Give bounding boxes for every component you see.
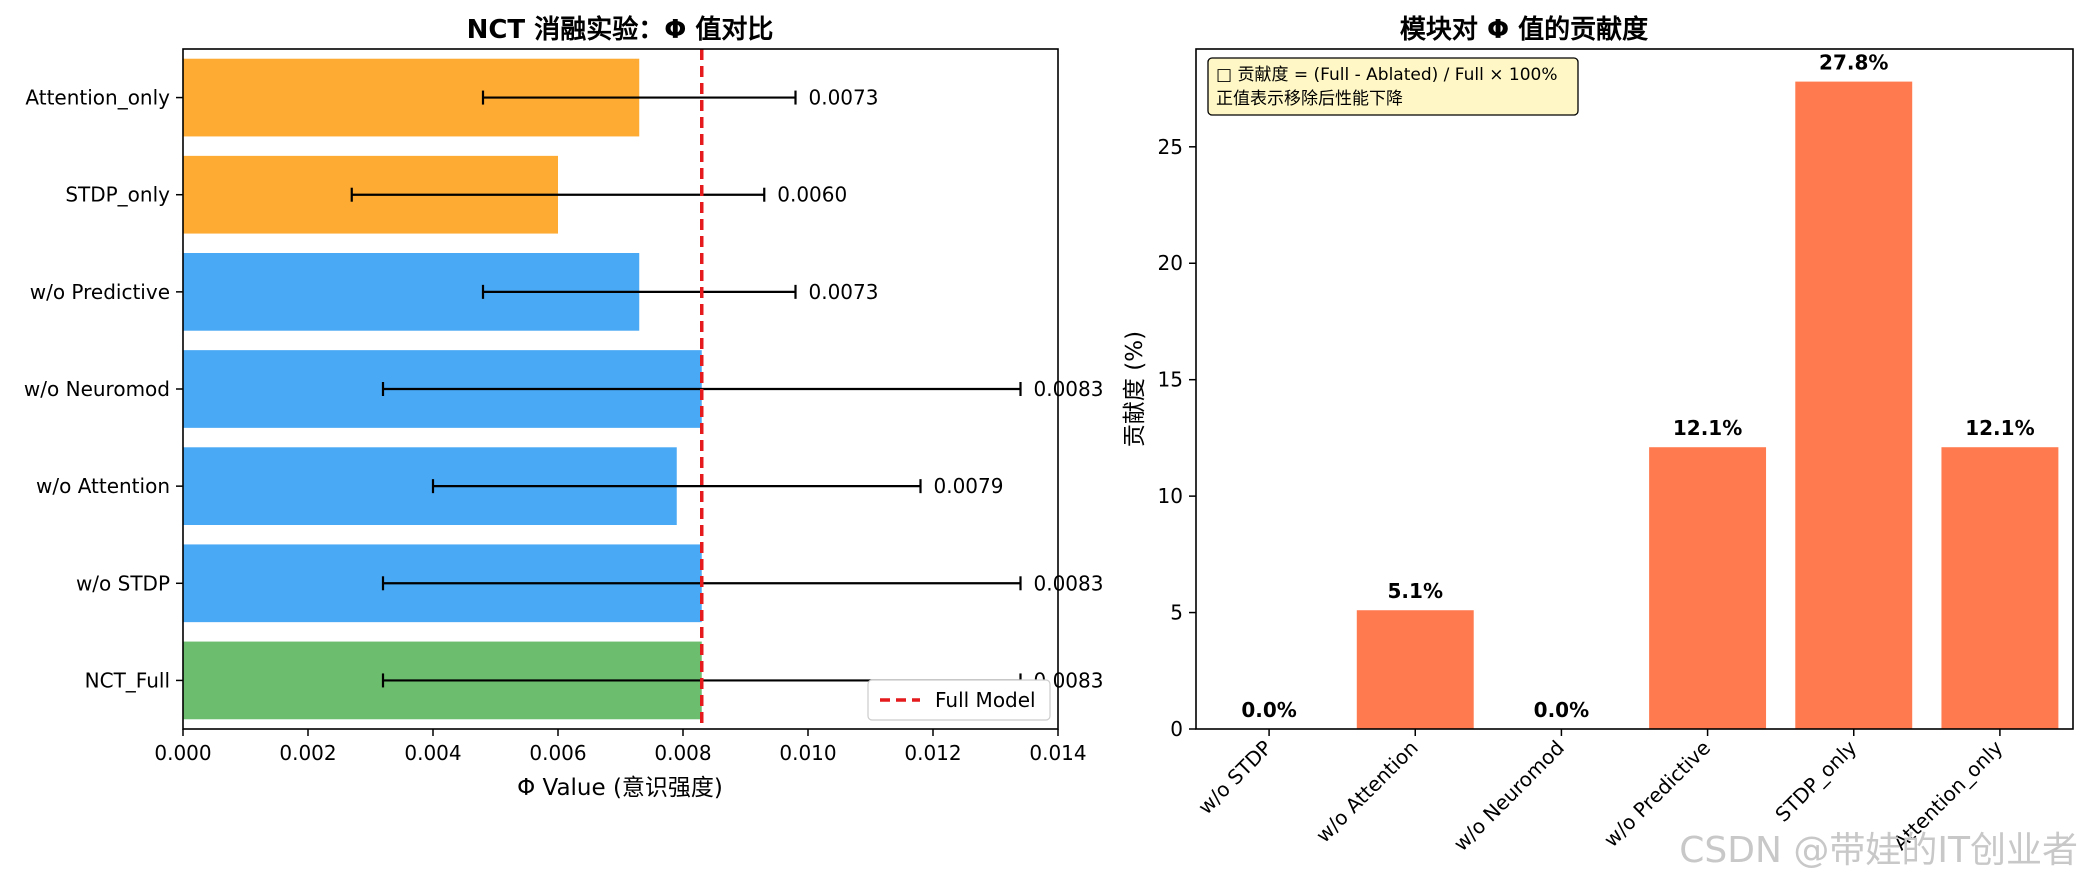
value-label-w-o-attention: 0.0079 [934,474,1004,498]
value-label-w-o-predictive: 0.0073 [809,280,879,304]
value-label-w-o-stdp: 0.0083 [1034,571,1104,595]
x-tick-label: 0.000 [154,741,211,765]
left-y-ticks: NCT_Full w/o STDP w/o Attention w/o Neuromo… [24,86,183,692]
y-tick-label-w-o-predictive: w/o Predictive [30,280,170,304]
left-chart-title: NCT 消融实验：Φ 值对比 [467,14,774,45]
y-tick-label-attention-only: Attention_only [25,86,170,110]
watermark: CSDN @带娃的IT创业者 [1679,830,2078,871]
contribution-label-w-o-neuromod: 0.0% [1534,698,1589,722]
right-chart-title: 模块对 Φ 值的贡献度 [1400,14,1648,45]
y-tick-label-nct-full: NCT_Full [85,668,170,692]
contribution-label-w-o-attention: 5.1% [1388,579,1443,603]
right-bars [1356,81,2059,730]
value-label-stdp-only: 0.0060 [777,183,847,207]
right-y-axis-label: 贡献度 (%) [1122,331,1148,447]
contribution-label-w-o-predictive: 12.1% [1673,416,1742,440]
contribution-label-w-o-stdp: 0.0% [1241,698,1296,722]
contribution-bar-stdp-only [1795,81,1913,730]
value-label-attention-only: 0.0073 [809,86,879,110]
y-tick-label-w-o-neuromod: w/o Neuromod [24,377,170,401]
value-label-w-o-neuromod: 0.0083 [1034,377,1104,401]
contribution-bar-w-o-predictive [1649,447,1767,729]
x-tick-label: 0.014 [1029,741,1086,765]
left-x-axis-label: Φ Value (意识强度) [517,775,723,801]
legend: Full Model [867,679,1051,721]
left-x-ticks: 0.000 0.002 0.004 0.006 0.008 0.010 0.012 0.014 [154,729,1087,765]
y-tick-label-w-o-stdp: w/o STDP [76,571,170,595]
x-tick-label: 0.010 [779,741,836,765]
y-tick-label: 25 [1158,135,1183,159]
y-tick-label: 15 [1158,368,1183,392]
right-y-ticks: 0 5 10 15 20 25 [1158,135,1196,741]
x-tick-label: 0.008 [654,741,711,765]
right-value-labels: 0.0% 5.1% 0.0% 12.1% 27.8% 12.1% [1241,51,2034,722]
annotation-line-2: 正值表示移除后性能下降 [1216,89,1403,109]
contribution-bar-attention-only [1941,447,2059,729]
y-tick-label-w-o-attention: w/o Attention [36,474,170,498]
x-tick-label: 0.002 [279,741,336,765]
contribution-bar-w-o-attention [1356,610,1474,729]
annotation-box [1207,57,1579,116]
y-tick-label: 10 [1158,484,1183,508]
y-tick-label: 0 [1170,717,1183,741]
y-tick-label: 20 [1158,251,1183,275]
legend-box [867,679,1051,721]
ablation-phi-chart: NCT 消融实验：Φ 值对比 0.00830.00830.00790.00830… [24,14,1104,801]
x-tick-label: 0.004 [404,741,461,765]
y-tick-label: 5 [1170,601,1183,625]
y-tick-label-stdp-only: STDP_only [65,183,170,207]
contribution-label-stdp-only: 27.8% [1819,51,1888,75]
right-plot-frame [1195,48,2074,730]
x-tick-label: 0.012 [904,741,961,765]
contribution-label-attention-only: 12.1% [1965,416,2034,440]
annotation-line-1: □ 贡献度 = (Full - Ablated) / Full × 100% [1216,65,1558,85]
legend-entry-full-model: Full Model [935,688,1036,712]
formula-annotation: □ 贡献度 = (Full - Ablated) / Full × 100% 正… [1207,57,1579,116]
x-tick-label: 0.006 [529,741,586,765]
